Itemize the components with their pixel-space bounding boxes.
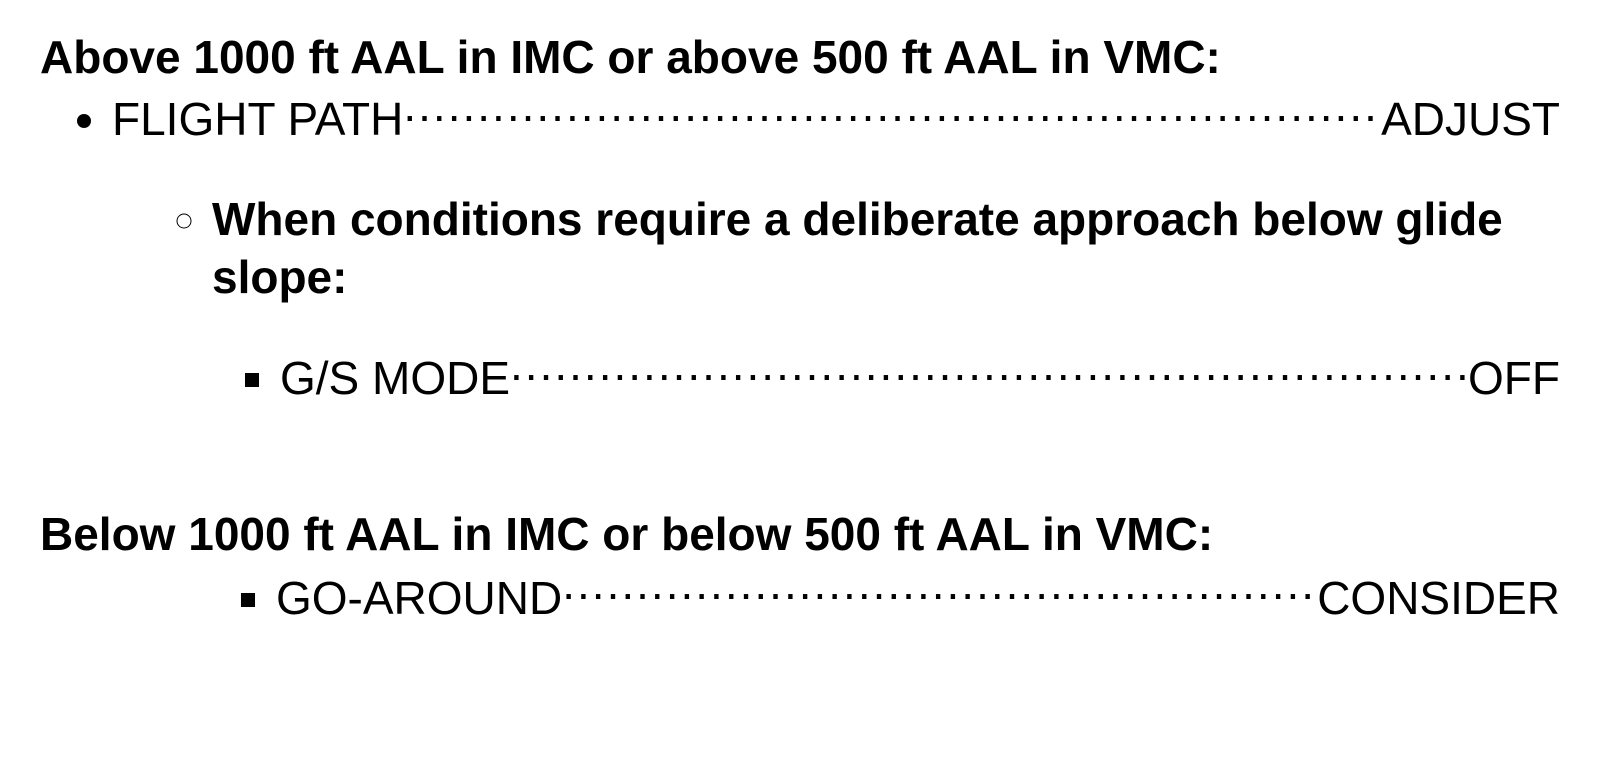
section-1-subsublist: G/S MODE OFF [212, 348, 1560, 406]
section-1-item-1: FLIGHT PATH ADJUST When conditions requi… [112, 89, 1560, 406]
action-go-around: GO-AROUND CONSIDER [276, 568, 1560, 626]
action-left-label: FLIGHT PATH [112, 92, 403, 147]
section-2-heading: Below 1000 ft AAL in IMC or below 500 ft… [40, 507, 1560, 562]
checklist-page: Above 1000 ft AAL in IMC or above 500 ft… [0, 0, 1600, 656]
section-2-list: GO-AROUND CONSIDER [40, 568, 1560, 626]
action-left-label: GO-AROUND [276, 571, 562, 626]
action-right-value: OFF [1468, 351, 1560, 406]
leader-dots [510, 348, 1468, 394]
section-1-heading: Above 1000 ft AAL in IMC or above 500 ft… [40, 30, 1560, 85]
leader-dots [562, 568, 1317, 614]
leader-dots [403, 89, 1381, 135]
section-1-sublist: When conditions require a deliberate app… [112, 191, 1560, 406]
section-gap [40, 407, 1560, 507]
action-flight-path: FLIGHT PATH ADJUST [112, 89, 1560, 147]
action-right-value: CONSIDER [1317, 571, 1560, 626]
section-1-item-2: G/S MODE OFF [280, 348, 1560, 406]
subnote-text: When conditions require a deliberate app… [212, 193, 1503, 303]
action-gs-mode: G/S MODE OFF [280, 348, 1560, 406]
action-left-label: G/S MODE [280, 351, 510, 406]
section-1-subnote: When conditions require a deliberate app… [212, 191, 1560, 406]
section-1-list: FLIGHT PATH ADJUST When conditions requi… [40, 89, 1560, 406]
action-right-value: ADJUST [1381, 92, 1560, 147]
section-2-item-1: GO-AROUND CONSIDER [276, 568, 1560, 626]
